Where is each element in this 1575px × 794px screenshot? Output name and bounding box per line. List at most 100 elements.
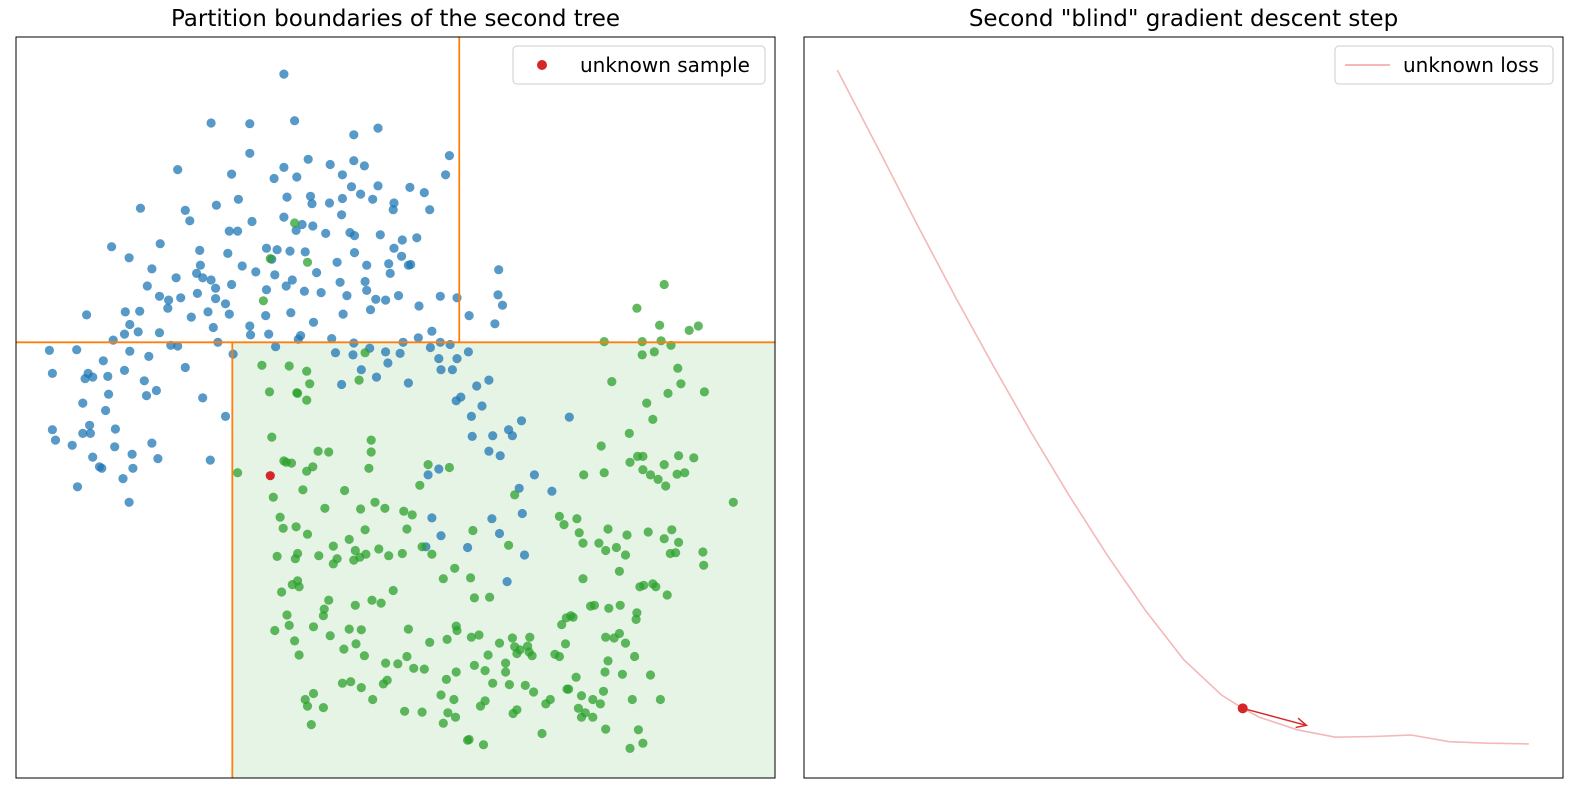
scatter-point-blue xyxy=(371,294,381,304)
scatter-point-blue xyxy=(349,156,359,166)
scatter-point-green xyxy=(475,701,486,711)
scatter-point-blue xyxy=(477,401,487,411)
left-legend-box xyxy=(512,45,766,85)
scatter-point-green xyxy=(561,613,571,623)
scatter-point-blue xyxy=(393,291,404,301)
scatter-point-green xyxy=(313,446,323,456)
scatter-point-blue xyxy=(403,260,413,270)
loss-curve-line xyxy=(836,69,1529,745)
scatter-point-green xyxy=(308,622,319,632)
scatter-point-blue xyxy=(119,329,130,339)
scatter-point-green xyxy=(557,620,567,630)
scatter-point-blue xyxy=(368,194,378,204)
scatter-point-blue xyxy=(110,424,120,434)
scatter-point-blue xyxy=(198,273,208,283)
scatter-point-blue xyxy=(107,242,117,252)
scatter-point-green xyxy=(659,279,669,290)
scatter-point-green xyxy=(667,525,677,535)
scatter-point-green xyxy=(649,347,659,357)
scatter-point-blue xyxy=(303,154,313,164)
scatter-point-blue xyxy=(237,261,247,271)
scatter-point-green xyxy=(630,651,640,662)
scatter-point-blue xyxy=(349,130,359,140)
scatter-point-green xyxy=(609,633,619,643)
scatter-point-green xyxy=(625,457,635,467)
scatter-point-blue xyxy=(436,365,446,375)
scatter-point-blue xyxy=(514,483,524,493)
unknown-sample-point xyxy=(265,471,275,481)
scatter-point-green xyxy=(559,520,569,530)
scatter-point-blue xyxy=(82,310,92,320)
legend-label-unknown-loss: unknown loss xyxy=(1403,53,1539,77)
scatter-point-blue xyxy=(434,464,444,474)
scatter-point-blue xyxy=(88,372,98,382)
scatter-point-green xyxy=(674,537,684,548)
right-legend-box xyxy=(1334,45,1554,85)
scatter-point-green xyxy=(554,651,565,662)
scatter-point-green xyxy=(693,321,703,331)
scatter-point-green xyxy=(510,490,520,500)
scatter-point-blue xyxy=(206,118,216,128)
scatter-point-blue xyxy=(307,199,317,209)
gradient-step-arrow-head xyxy=(1295,717,1309,729)
scatter-point-blue xyxy=(154,291,165,301)
scatter-point-blue xyxy=(144,351,154,361)
scatter-point-blue xyxy=(205,455,215,465)
right-plot-area: unknown loss xyxy=(803,36,1564,779)
scatter-point-green xyxy=(397,548,407,559)
scatter-point-blue xyxy=(484,446,494,456)
scatter-point-blue xyxy=(47,368,58,378)
scatter-point-blue xyxy=(133,327,143,337)
scatter-point-green xyxy=(374,544,384,554)
scatter-point-green xyxy=(661,481,671,491)
scatter-point-blue xyxy=(445,339,455,350)
scatter-point-blue xyxy=(245,321,255,331)
scatter-point-green xyxy=(436,690,446,700)
scatter-point-blue xyxy=(208,322,218,333)
scatter-point-blue xyxy=(98,356,108,366)
scatter-point-green xyxy=(449,694,459,705)
scatter-point-blue xyxy=(403,378,413,388)
scatter-point-green xyxy=(478,740,489,750)
scatter-point-green xyxy=(376,598,386,608)
scatter-point-green xyxy=(698,547,708,557)
scatter-point-blue xyxy=(305,191,316,201)
scatter-point-green xyxy=(512,648,522,659)
scatter-point-blue xyxy=(153,454,163,464)
scatter-point-blue xyxy=(261,285,272,295)
scatter-point-green xyxy=(302,395,312,405)
scatter-point-green xyxy=(728,497,738,507)
scatter-point-green xyxy=(645,470,656,480)
scatter-point-green xyxy=(651,582,661,592)
scatter-point-green xyxy=(601,724,611,734)
scatter-point-blue xyxy=(316,288,326,298)
scatter-point-blue xyxy=(108,335,118,345)
scatter-point-green xyxy=(267,432,277,442)
shaded-partition-region xyxy=(232,342,775,778)
scatter-point-green xyxy=(356,683,366,693)
scatter-point-blue xyxy=(72,482,83,492)
scatter-point-green xyxy=(452,625,462,636)
scatter-point-blue xyxy=(335,277,345,287)
scatter-point-green xyxy=(258,296,268,306)
scatter-point-blue xyxy=(447,365,457,375)
scatter-point-blue xyxy=(346,182,357,192)
scatter-point-blue xyxy=(356,189,366,199)
scatter-point-green xyxy=(294,650,304,660)
scatter-point-blue xyxy=(211,283,221,293)
scatter-point-blue xyxy=(435,291,445,301)
scatter-point-green xyxy=(344,534,354,545)
scatter-point-blue xyxy=(348,350,358,360)
scatter-point-green xyxy=(589,600,600,610)
scatter-point-blue xyxy=(425,342,435,353)
scatter-point-blue xyxy=(425,205,435,215)
scatter-point-green xyxy=(290,218,300,228)
scatter-point-green xyxy=(324,595,334,605)
scatter-point-blue xyxy=(125,319,135,330)
scatter-point-green xyxy=(579,470,589,480)
scatter-point-green xyxy=(356,625,366,635)
scatter-point-green xyxy=(284,620,294,631)
scatter-point-green xyxy=(599,468,609,478)
scatter-point-green xyxy=(680,468,690,478)
right-plot-background xyxy=(804,37,1563,778)
